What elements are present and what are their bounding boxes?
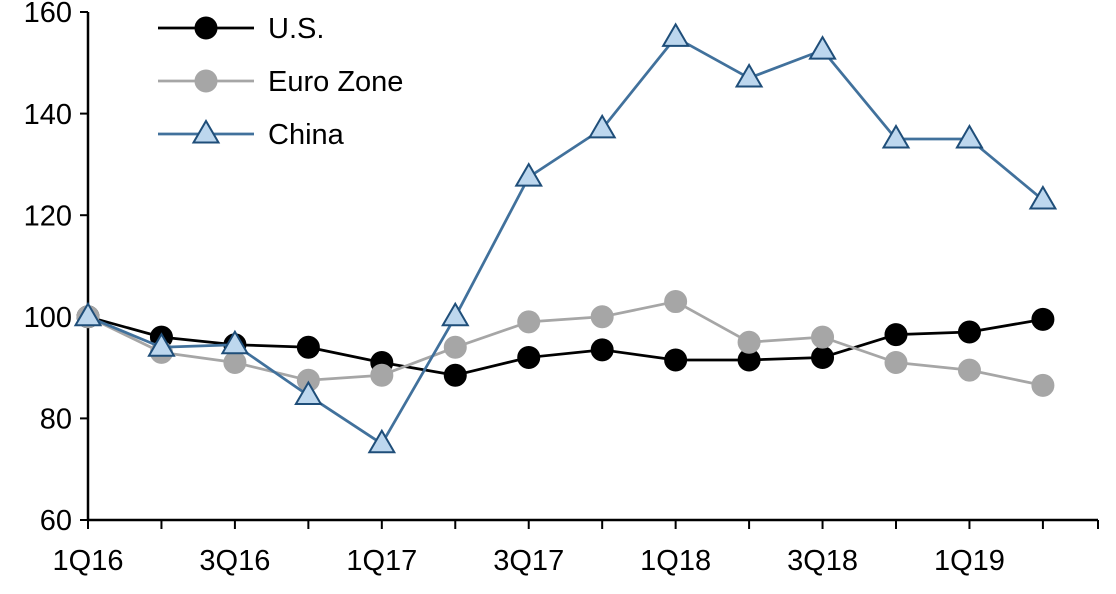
triangle-marker-china — [220, 329, 250, 355]
x-axis-label: 1Q16 — [53, 545, 124, 577]
x-axis-label: 3Q18 — [787, 545, 858, 577]
circle-marker-euro-zone — [590, 305, 614, 329]
y-axis-label: 140 — [24, 99, 72, 131]
y-axis-label: 80 — [40, 404, 72, 436]
legend-item-euro-zone: Euro Zone — [158, 66, 403, 98]
legend-label: Euro Zone — [268, 66, 403, 98]
triangle-marker-china — [73, 301, 103, 327]
triangle-marker-china — [441, 301, 470, 327]
y-axis-label: 60 — [40, 505, 72, 537]
legend-triangle-marker — [191, 119, 221, 144]
circle-marker-euro-zone — [957, 358, 981, 382]
circle-marker-euro-zone — [664, 290, 688, 314]
circle-marker-euro-zone — [1031, 373, 1055, 397]
legend-label: China — [268, 119, 345, 151]
x-axis-label: 1Q19 — [934, 545, 1005, 577]
legend-circle-marker — [194, 16, 218, 40]
circle-marker-u-s — [296, 335, 320, 359]
circle-marker-euro-zone — [370, 363, 394, 387]
legend-item-china: China — [158, 119, 345, 151]
series-line-euro-zone — [87, 300, 1044, 387]
triangle-marker-china — [881, 124, 911, 149]
x-axis-label: 3Q16 — [199, 545, 270, 577]
y-axis-label: 160 — [24, 0, 72, 29]
triangle-marker-china — [147, 332, 176, 357]
x-axis-label: 1Q18 — [640, 545, 711, 577]
triangle-marker-china — [514, 162, 543, 187]
circle-marker-euro-zone — [223, 351, 247, 375]
triangle-marker-china — [294, 380, 323, 406]
circle-marker-euro-zone — [811, 325, 835, 349]
circle-marker-u-s — [590, 338, 614, 362]
x-axis-label: 3Q17 — [493, 545, 564, 577]
circle-marker-u-s — [443, 363, 467, 387]
x-axis-label: 1Q17 — [346, 545, 417, 577]
circle-marker-u-s — [517, 345, 541, 369]
series-line-u-s — [87, 315, 1044, 377]
circle-marker-euro-zone — [443, 335, 467, 359]
circle-marker-euro-zone — [517, 310, 541, 334]
triangle-marker-china — [955, 124, 984, 149]
series-line-china — [87, 36, 1044, 446]
circle-marker-u-s — [884, 323, 908, 347]
legend-label: U.S. — [268, 13, 324, 45]
circle-marker-euro-zone — [884, 351, 908, 375]
circle-marker-u-s — [811, 345, 835, 369]
triangle-marker-china — [661, 22, 690, 47]
circle-marker-u-s — [957, 320, 981, 344]
triangle-marker-china — [808, 35, 837, 60]
legend-item-u-s: U.S. — [158, 13, 324, 45]
circle-marker-u-s — [664, 348, 688, 372]
triangle-marker-china — [587, 113, 617, 139]
triangle-marker-china — [1028, 184, 1058, 210]
y-axis-label: 120 — [24, 200, 72, 232]
circle-marker-u-s — [1031, 307, 1055, 331]
y-axis-label: 100 — [24, 302, 72, 334]
legend-circle-marker — [194, 69, 218, 93]
triangle-marker-china — [734, 63, 764, 88]
triangle-marker-china — [367, 428, 397, 454]
circle-marker-euro-zone — [737, 330, 761, 354]
